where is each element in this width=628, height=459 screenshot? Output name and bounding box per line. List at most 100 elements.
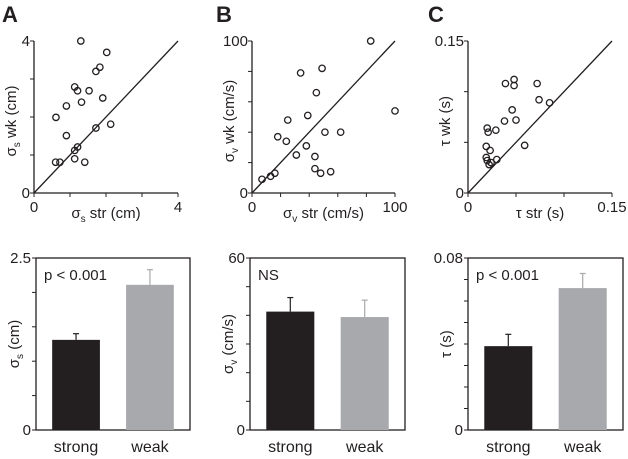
x-axis-label-symbol: τ (516, 205, 522, 222)
data-point (326, 167, 335, 176)
significance-annotation: NS (258, 267, 279, 284)
data-point (102, 48, 111, 57)
data-point (366, 37, 375, 45)
panel-label-b: B (216, 2, 232, 27)
bar-weak (340, 317, 389, 430)
x-tick-label: strong (268, 439, 312, 456)
y-axis-label-subscript: s (15, 354, 26, 359)
data-point (96, 63, 104, 72)
data-point (533, 79, 541, 88)
x-tick-label: strong (486, 439, 530, 456)
y-tick-label: 2.5 (10, 250, 31, 267)
data-point (487, 158, 495, 167)
bar-strong (52, 339, 100, 430)
x-tick-label: 0 (248, 199, 256, 216)
y-axis-label-symbol: τ (437, 140, 454, 146)
bar-strong (266, 311, 315, 430)
data-point (92, 124, 100, 132)
data-point (485, 160, 493, 169)
data-point (303, 111, 312, 120)
data-point (482, 142, 491, 151)
data-point (316, 169, 325, 178)
y-tick-label: 0 (240, 185, 248, 202)
y-axis-label-text: (s) (438, 330, 455, 352)
y-tick-label: 100 (223, 33, 248, 50)
panel-label-a: A (2, 2, 18, 27)
y-axis-label: σs wk (cm) (3, 86, 23, 157)
y-axis-label: σs (cm) (6, 320, 26, 368)
y-tick-label: 0.08 (434, 250, 463, 267)
data-point (266, 172, 275, 181)
y-axis-label: σv (cm/s) (220, 314, 240, 374)
data-point (292, 151, 301, 159)
data-point (500, 117, 509, 125)
data-point (283, 116, 292, 124)
data-point (80, 158, 89, 167)
data-point (282, 137, 291, 146)
data-point (73, 86, 82, 95)
y-axis-label-text: (cm/s) (220, 314, 237, 360)
data-point (535, 95, 543, 104)
x-tick-label: strong (54, 439, 98, 456)
x-axis-label: σv str (cm/s) (283, 205, 364, 225)
significance-annotation: p < 0.001 (44, 267, 107, 284)
y-axis-label-symbol: σ (6, 358, 23, 368)
data-point (302, 142, 311, 150)
x-axis-label-text: str (cm) (86, 205, 141, 222)
bar-strong (484, 346, 533, 430)
y-axis-label-text: wk (cm) (3, 86, 20, 143)
data-point (106, 120, 115, 129)
data-point (92, 67, 100, 76)
data-point (56, 158, 64, 167)
data-point (512, 116, 520, 124)
x-axis-label-text: str (s) (522, 205, 565, 222)
y-axis-label-subscript: s (12, 142, 23, 147)
data-point (312, 88, 321, 97)
y-tick-label: 0.15 (435, 33, 464, 50)
data-point (70, 146, 79, 155)
plot-frame (35, 257, 191, 431)
data-point (296, 69, 305, 77)
bar-weak (558, 288, 607, 430)
y-tick-label: 0 (455, 422, 463, 439)
data-point (391, 107, 399, 115)
y-axis-label: σv wk (cm/s) (221, 80, 241, 163)
x-axis-label-subscript: s (81, 214, 86, 225)
x-axis-label: σs str (cm) (71, 205, 140, 225)
data-point (545, 98, 554, 107)
x-axis-label-subscript: v (292, 214, 297, 225)
data-point (318, 64, 326, 73)
x-tick-label: 0 (30, 199, 38, 216)
identity-line (251, 40, 396, 194)
y-tick-label: 0 (22, 185, 30, 202)
y-tick-label: 0 (237, 422, 245, 439)
bar-weak (126, 284, 174, 430)
data-point (520, 141, 529, 150)
data-point (486, 146, 494, 155)
data-point (52, 113, 60, 122)
y-axis-label-symbol: τ (438, 352, 455, 358)
y-axis-label: τ wk (s) (437, 96, 454, 146)
data-point (483, 156, 492, 165)
x-tick-label: weak (345, 439, 384, 456)
identity-line (33, 40, 179, 194)
x-axis-label-symbol: σ (283, 205, 293, 222)
data-point (311, 152, 319, 161)
y-axis-label-text: wk (cm/s) (221, 80, 238, 148)
identity-line (467, 40, 613, 194)
x-tick-label: 4 (174, 199, 182, 216)
y-axis-label-subscript: v (229, 360, 240, 365)
y-tick-label: 60 (228, 250, 245, 267)
y-tick-label: 4 (22, 33, 30, 50)
y-axis-label: τ (s) (438, 330, 455, 358)
data-point (76, 37, 85, 45)
y-axis-label-symbol: σ (221, 152, 238, 162)
y-axis-label-text: wk (s) (437, 96, 454, 140)
y-tick-label: 0 (23, 422, 31, 439)
data-point (98, 94, 107, 102)
data-point (336, 128, 345, 137)
data-point (273, 132, 282, 141)
data-point (62, 131, 71, 140)
data-point (85, 86, 93, 95)
